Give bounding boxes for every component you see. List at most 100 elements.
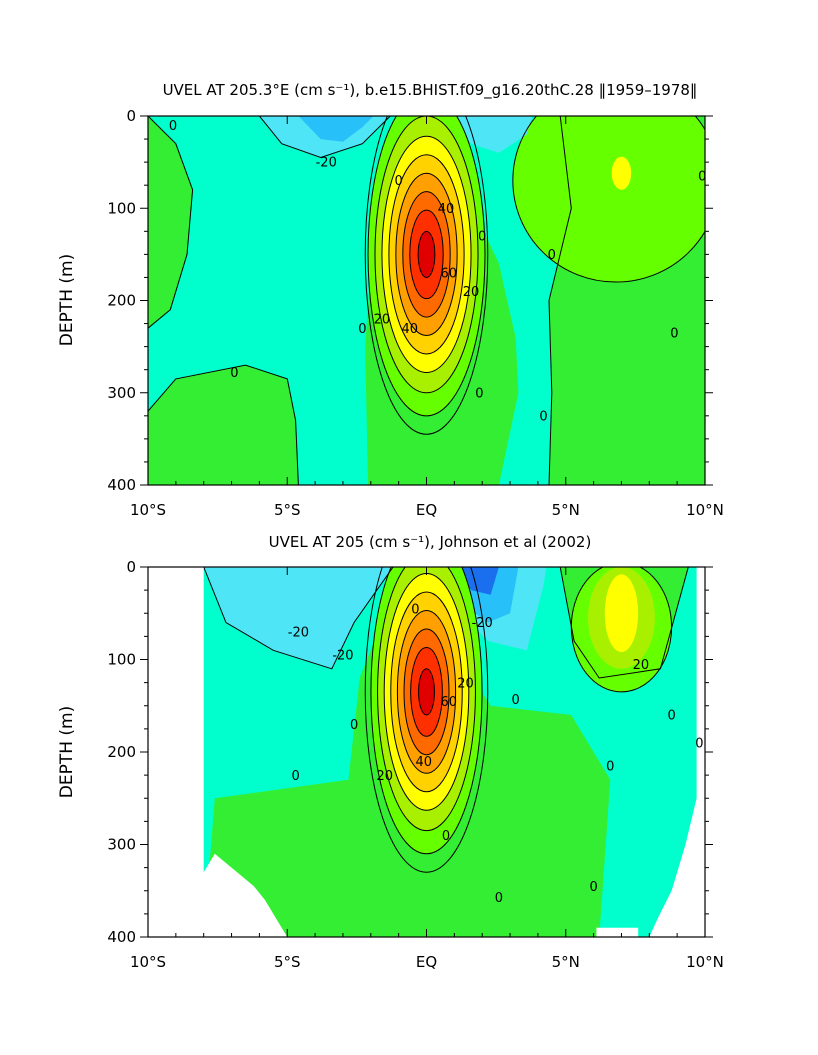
contour-line-sw bbox=[148, 364, 299, 485]
lower-contour-lines bbox=[203, 567, 689, 873]
y-tick-label: 100 bbox=[107, 651, 136, 669]
contour-10-north bbox=[512, 116, 705, 283]
contour-line-0 bbox=[364, 116, 489, 435]
negative-region-west bbox=[203, 567, 394, 669]
y-tick-label: 400 bbox=[107, 928, 136, 946]
contour-label: 0 bbox=[698, 170, 706, 185]
x-tick-label: 5°S bbox=[274, 953, 301, 971]
missing-left bbox=[148, 567, 288, 937]
upper-panel: UVEL AT 205.3°E (cm s⁻¹), b.e15.BHIST.f0… bbox=[57, 81, 724, 519]
contour-label: 0 bbox=[478, 230, 486, 245]
contour-label: 0 bbox=[475, 386, 483, 401]
contour-line bbox=[396, 609, 457, 774]
contour-label: -20 bbox=[316, 156, 337, 171]
contour-line bbox=[417, 230, 436, 278]
upper-contour-lines bbox=[148, 116, 705, 485]
lower-title: UVEL AT 205 (cm s⁻¹), Johnson et al (200… bbox=[269, 533, 592, 551]
contour-line-north bbox=[512, 116, 705, 283]
contour-label: 0 bbox=[169, 119, 177, 134]
contour-line-north-edge bbox=[548, 116, 572, 485]
contour-label: 0 bbox=[511, 693, 519, 708]
missing-bottom bbox=[596, 927, 639, 937]
contour-line bbox=[410, 646, 443, 737]
contour-label: 0 bbox=[667, 709, 675, 724]
y-tick-label: 300 bbox=[107, 836, 136, 854]
contour-label: 40 bbox=[402, 322, 419, 337]
x-tick-label: 5°N bbox=[552, 501, 580, 519]
core-gt80 bbox=[418, 668, 435, 715]
contour-label: 0 bbox=[589, 880, 597, 895]
contour-line-0 bbox=[364, 567, 489, 873]
x-tick-label: 5°S bbox=[274, 501, 301, 519]
upper-contour-labels: 0 -20 0 40 0 60 20 20 40 0 0 0 0 0 0 0 bbox=[169, 119, 706, 425]
contour-label: 0 bbox=[230, 366, 238, 381]
contour-label: 20 bbox=[457, 676, 474, 691]
y-tick-label: 200 bbox=[107, 292, 136, 310]
contour-label: 0 bbox=[411, 602, 419, 617]
missing-right bbox=[649, 567, 705, 937]
lower-y-axis-label: DEPTH (m) bbox=[57, 706, 77, 798]
contour-label: 20 bbox=[633, 658, 650, 673]
contour-line bbox=[374, 116, 479, 394]
contour-line bbox=[390, 591, 463, 793]
y-tick-label: 0 bbox=[126, 558, 136, 576]
contour-line-west bbox=[148, 116, 194, 329]
north-local-max bbox=[604, 574, 639, 653]
x-tick-label: 10°S bbox=[130, 501, 166, 519]
upper-y-axis-label: DEPTH (m) bbox=[57, 254, 77, 346]
contour-line bbox=[402, 191, 451, 318]
north-local-max bbox=[611, 156, 632, 190]
contour-label: 0 bbox=[548, 248, 556, 263]
contour-label: 40 bbox=[438, 202, 455, 217]
contour-label: 0 bbox=[670, 326, 678, 341]
contour-label: 0 bbox=[291, 769, 299, 784]
x-tick-label: EQ bbox=[416, 501, 437, 519]
contour-label: -20 bbox=[332, 649, 353, 664]
y-tick-label: 100 bbox=[107, 199, 136, 217]
x-tick-label: 10°S bbox=[130, 953, 166, 971]
y-tick-label: 400 bbox=[107, 476, 136, 494]
positive-region-southwest bbox=[148, 365, 299, 485]
contour-line bbox=[403, 628, 450, 756]
contour-line bbox=[367, 116, 486, 417]
contour-line bbox=[381, 135, 472, 373]
x-tick-label: EQ bbox=[416, 953, 437, 971]
contour-label: 60 bbox=[441, 266, 458, 281]
lower-panel: UVEL AT 205 (cm s⁻¹), Johnson et al (200… bbox=[57, 533, 724, 971]
contour-label: 20 bbox=[374, 313, 391, 328]
negative-region-30 bbox=[298, 116, 374, 142]
contour-line bbox=[409, 209, 444, 300]
lower-contour-labels: -20 -20 0 -20 20 60 0 20 0 0 0 40 20 0 0 0 0 0 bbox=[288, 602, 704, 906]
contour-label: 0 bbox=[495, 891, 503, 906]
positive-region-west bbox=[148, 116, 193, 329]
contour-line-north-edge bbox=[559, 567, 689, 679]
contour-label: 0 bbox=[442, 829, 450, 844]
contour-label: 60 bbox=[441, 695, 458, 710]
contour-line-neg bbox=[203, 567, 394, 670]
y-tick-label: 200 bbox=[107, 743, 136, 761]
contour-line bbox=[377, 567, 476, 832]
contour-label: 0 bbox=[695, 736, 703, 751]
upper-title: UVEL AT 205.3°E (cm s⁻¹), b.e15.BHIST.f0… bbox=[163, 81, 698, 100]
x-tick-label: 10°N bbox=[686, 953, 724, 971]
y-tick-label: 300 bbox=[107, 384, 136, 402]
contour-line-neg bbox=[259, 116, 391, 159]
surface-min bbox=[454, 567, 499, 595]
contour-label: 0 bbox=[606, 760, 614, 775]
x-tick-label: 5°N bbox=[552, 953, 580, 971]
lower-missing-data-mask bbox=[148, 567, 705, 937]
contour-label: 20 bbox=[463, 285, 480, 300]
x-tick-label: 10°N bbox=[686, 501, 724, 519]
core-gt80 bbox=[418, 231, 435, 278]
contour-line bbox=[370, 567, 483, 855]
contour-label: 20 bbox=[376, 769, 393, 784]
contour-label: 0 bbox=[539, 409, 547, 424]
contour-line bbox=[388, 154, 465, 355]
contour-label: 40 bbox=[415, 755, 432, 770]
contour-label: 0 bbox=[350, 718, 358, 733]
contour-label: -20 bbox=[472, 616, 493, 631]
contour-line bbox=[418, 668, 435, 716]
